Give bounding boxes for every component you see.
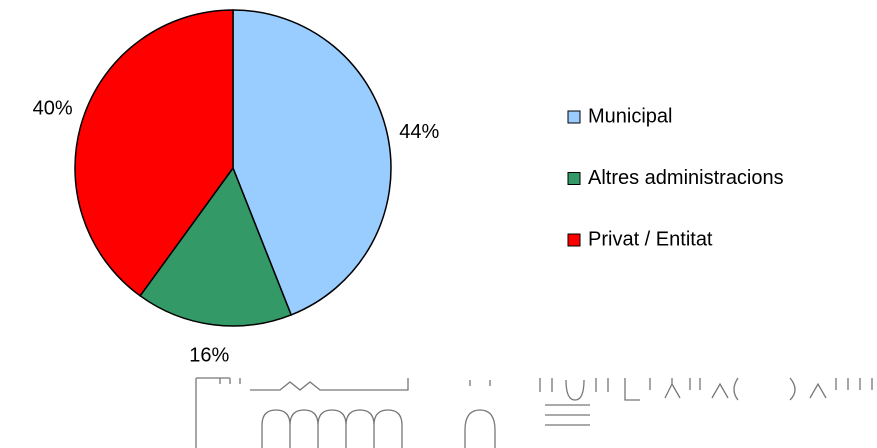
- legend-swatch: [568, 111, 580, 123]
- chart: Municipal Altres administracions Privat / …: [0, 0, 877, 448]
- data-label: 44%: [399, 121, 439, 143]
- legend-swatch: [568, 173, 580, 185]
- legend-label: Municipal: [588, 105, 672, 127]
- legend-label: Altres administracions: [588, 167, 784, 189]
- legend-swatch: [568, 234, 580, 246]
- legend-label: Privat / Entitat: [588, 228, 713, 250]
- background-drawing: [196, 378, 872, 448]
- data-label: 40%: [33, 98, 73, 120]
- data-label: 16%: [189, 344, 229, 366]
